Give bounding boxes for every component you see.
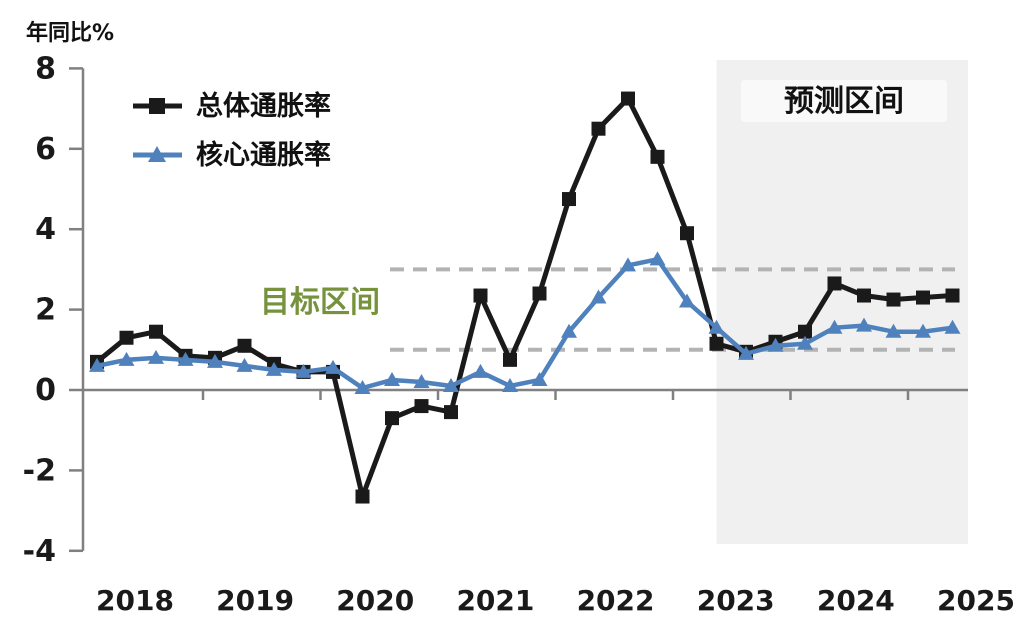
core-inflation-series [89,251,961,394]
core-point-marker [148,349,164,364]
headline-point-marker [385,411,399,426]
core-point-marker [767,337,784,352]
axes: 8 6 4 2 0 -2 -4 2018 2019 2020 2021 2022 2023 2024 202… [23,51,1015,617]
x-year-label: 2022 [577,584,655,617]
headline-point-marker [857,288,871,303]
y-axis-title: 年同比% [26,20,114,46]
headline-point-marker [444,405,458,420]
core-point-marker [708,319,725,334]
x-year-label: 2019 [216,584,294,617]
core-point-marker [472,363,489,378]
target-range-label: 目标区间 [260,285,380,320]
core-point-marker [531,371,548,386]
legend-core-label: 核心通胀率 [196,139,331,171]
y-tick-label: 4 [35,212,56,247]
headline-point-marker [355,489,370,504]
headline-point-marker [149,324,163,339]
headline-point-marker [798,324,812,339]
legend-item-core: 核心通胀率 [133,139,331,171]
core-point-marker [797,335,813,350]
core-point-marker [177,351,194,366]
y-tick-label: 6 [35,132,56,167]
core-point-marker [266,361,282,376]
headline-point-marker [591,121,606,136]
core-point-marker [354,379,371,394]
x-year-label: 2024 [817,584,895,617]
y-tick-label: 8 [35,51,56,86]
core-point-marker [826,319,843,334]
legend-headline-label: 总体通胀率 [196,90,331,122]
target-band-lines [390,267,955,352]
data-series [89,91,961,504]
core-point-marker [590,289,607,304]
core-point-marker [295,363,312,378]
headline-point-marker [621,91,635,106]
headline-point-marker [945,288,960,303]
x-year-label: 2021 [456,584,534,617]
core-point-marker [885,323,902,338]
core-point-marker [89,357,105,372]
series-line [96,257,953,391]
core-point-marker [679,293,695,308]
x-year-label: 2025 [937,584,1015,617]
y-tick-label: 2 [35,293,56,328]
core-point-marker [384,371,400,386]
x-year-label: 2020 [336,584,414,617]
core-point-marker [649,251,666,266]
core-point-marker [207,353,223,368]
forecast-shaded-area [716,60,968,544]
forecast-label: 预测区间 [784,84,904,119]
core-point-marker [944,319,961,334]
core-point-marker [443,377,459,392]
headline-point-marker [119,330,134,345]
headline-point-marker [827,276,842,291]
y-tick-label: 0 [35,373,56,408]
headline-point-marker [709,336,724,351]
core-point-marker [915,323,931,338]
headline-point-marker [562,192,576,207]
core-point-marker [738,345,754,360]
core-point-marker [561,323,577,338]
forecast-region [716,60,968,544]
core-point-marker [325,359,341,374]
headline-point-marker [916,290,930,305]
y-tick-label: -2 [23,453,56,488]
x-year-label: 2018 [96,584,174,617]
headline-point-marker [473,288,488,303]
forecast-label-background [741,80,947,122]
headline-point-marker [650,149,665,164]
y-tick-label: -4 [23,534,56,569]
core-point-marker [856,317,872,332]
core-point-marker [413,373,430,388]
core-point-marker [118,351,135,366]
headline-point-marker [414,399,429,414]
headline-point-marker [532,286,547,301]
headline-point-marker [503,352,517,367]
x-year-label: 2023 [697,584,775,617]
legend: 总体通胀率 核心通胀率 [133,90,331,171]
headline-point-marker [237,338,252,353]
core-legend-triangle-icon [148,146,166,162]
headline-point-marker [680,226,694,241]
headline-legend-square-icon [149,98,165,114]
legend-item-headline: 总体通胀率 [133,90,331,122]
core-point-marker [236,357,253,372]
core-point-marker [620,257,636,272]
headline-point-marker [886,292,901,307]
core-point-marker [502,377,518,392]
